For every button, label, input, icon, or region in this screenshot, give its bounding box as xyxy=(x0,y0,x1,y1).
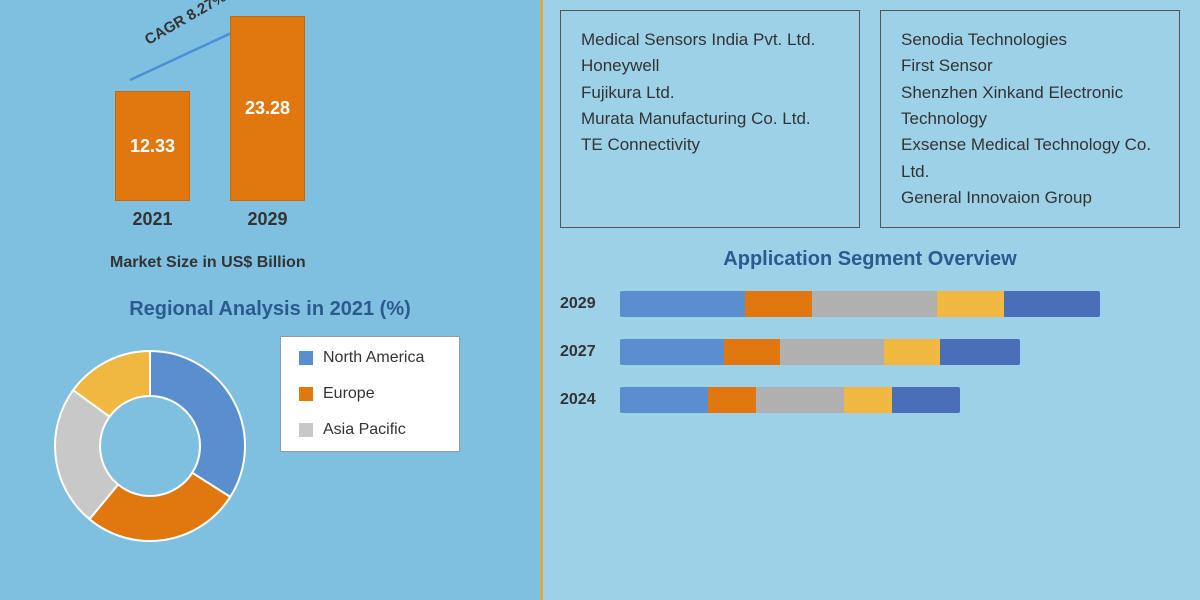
stacked-row: 2029 xyxy=(560,291,1180,317)
regional-donut-area: North America Europe Asia Pacific xyxy=(20,336,520,556)
stacked-segment xyxy=(780,339,884,365)
stacked-row: 2027 xyxy=(560,339,1180,365)
stacked-year-label: 2027 xyxy=(560,343,620,361)
stacked-bar xyxy=(620,291,1100,317)
stacked-bar xyxy=(620,339,1020,365)
bar-rect: 12.33 xyxy=(115,91,190,201)
stacked-row: 2024 xyxy=(560,387,1180,413)
stacked-segment xyxy=(812,291,937,317)
market-bar: 23.28 2029 xyxy=(230,16,305,230)
stacked-segment xyxy=(884,339,940,365)
bar-year-label: 2021 xyxy=(132,209,172,230)
stacked-segment xyxy=(1004,291,1100,317)
company-name: TE Connectivity xyxy=(581,132,839,158)
market-size-caption: Market Size in US$ Billion xyxy=(110,254,306,272)
legend-label: Asia Pacific xyxy=(323,421,406,439)
regional-legend: North America Europe Asia Pacific xyxy=(280,336,460,452)
bar-rect: 23.28 xyxy=(230,16,305,201)
legend-swatch-icon xyxy=(299,387,313,401)
market-bar: 12.33 2021 xyxy=(115,91,190,230)
right-panel: Medical Sensors India Pvt. Ltd.Honeywell… xyxy=(540,0,1200,600)
stacked-segment xyxy=(940,339,1020,365)
application-title: Application Segment Overview xyxy=(560,248,1180,271)
legend-swatch-icon xyxy=(299,423,313,437)
application-stacked-chart: 2029 2027 2024 xyxy=(560,291,1180,413)
stacked-segment xyxy=(745,291,812,317)
market-size-chart: CAGR 8.27% 12.33202123.282029 Market Siz… xyxy=(20,10,520,290)
stacked-segment xyxy=(756,387,844,413)
stacked-year-label: 2029 xyxy=(560,295,620,313)
legend-label: North America xyxy=(323,349,424,367)
regional-title: Regional Analysis in 2021 (%) xyxy=(20,298,520,321)
stacked-segment xyxy=(844,387,892,413)
stacked-segment xyxy=(620,339,724,365)
stacked-segment xyxy=(892,387,960,413)
company-name: Medical Sensors India Pvt. Ltd. xyxy=(581,27,839,53)
company-name: Honeywell xyxy=(581,53,839,79)
bar-year-label: 2029 xyxy=(247,209,287,230)
legend-item: North America xyxy=(299,349,441,367)
stacked-year-label: 2024 xyxy=(560,391,620,409)
company-name: Shenzhen Xinkand Electronic Technology xyxy=(901,80,1159,133)
panel-divider xyxy=(540,0,543,600)
company-name: Exsense Medical Technology Co. Ltd. xyxy=(901,132,1159,185)
stacked-segment xyxy=(620,387,708,413)
stacked-segment xyxy=(620,291,745,317)
company-name: Senodia Technologies xyxy=(901,27,1159,53)
stacked-bar xyxy=(620,387,960,413)
stacked-segment xyxy=(937,291,1004,317)
company-name: Murata Manufacturing Co. Ltd. xyxy=(581,106,839,132)
regional-donut-chart xyxy=(40,336,260,556)
stacked-segment xyxy=(708,387,756,413)
company-name: General Innovaion Group xyxy=(901,185,1159,211)
legend-item: Europe xyxy=(299,385,441,403)
company-name: Fujikura Ltd. xyxy=(581,80,839,106)
companies-col-2: Senodia TechnologiesFirst SensorShenzhen… xyxy=(880,10,1180,228)
left-panel: CAGR 8.27% 12.33202123.282029 Market Siz… xyxy=(0,0,540,600)
legend-swatch-icon xyxy=(299,351,313,365)
companies-col-1: Medical Sensors India Pvt. Ltd.Honeywell… xyxy=(560,10,860,228)
legend-item: Asia Pacific xyxy=(299,421,441,439)
legend-label: Europe xyxy=(323,385,375,403)
company-name: First Sensor xyxy=(901,53,1159,79)
stacked-segment xyxy=(724,339,780,365)
companies-row: Medical Sensors India Pvt. Ltd.Honeywell… xyxy=(560,10,1180,228)
